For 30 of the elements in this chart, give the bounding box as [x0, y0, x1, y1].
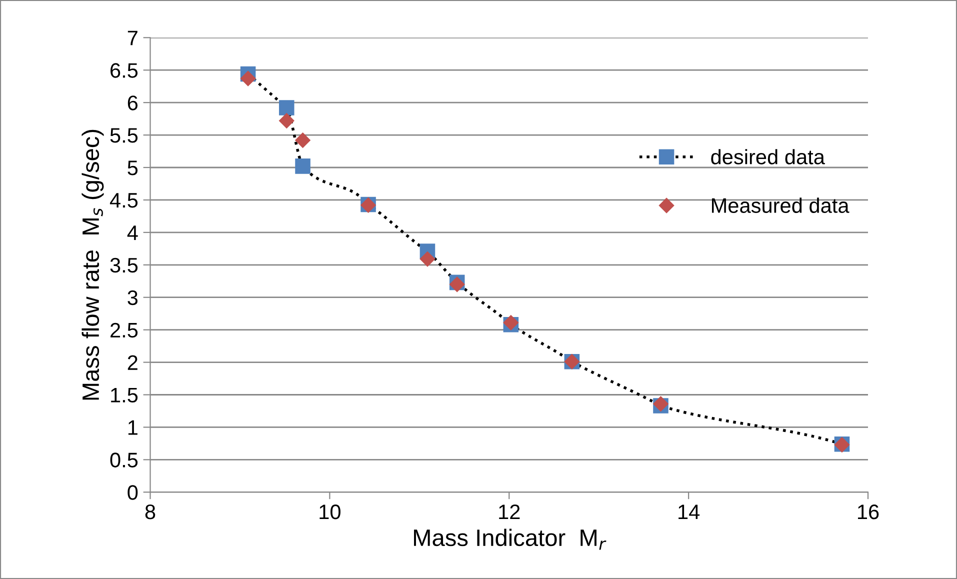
point [240, 70, 256, 86]
x-tick-label: 10 [320, 504, 340, 520]
x-tick-label: 16 [858, 504, 879, 520]
x-tick-label: 8 [145, 504, 156, 520]
point [295, 158, 310, 174]
y-tick-label: 1.5 [111, 388, 138, 403]
point [295, 132, 310, 148]
y-tick-label: 4.5 [110, 193, 138, 208]
y-axis-title: Mass flow rate M$_{s}$ (g/sec) [82, 130, 104, 400]
x-axis-title: Mass Indicator M$_{r}$ [414, 528, 606, 550]
y-tick-label: 2 [128, 355, 138, 370]
y-tick-label: 7 [128, 30, 138, 46]
y-tick-label: 5 [128, 160, 138, 176]
y-tick-label: 1 [128, 420, 138, 435]
y-tick-label: 3.5 [110, 258, 138, 273]
y-tick-label: 6 [128, 96, 138, 110]
y-tick-label: 5.5 [110, 128, 138, 143]
point [420, 251, 436, 267]
y-tick-label: 3 [128, 290, 138, 306]
x-tick-label: 14 [678, 504, 700, 520]
x-tick-label: 12 [499, 504, 520, 520]
y-tick-label: 0 [128, 485, 138, 500]
legend-label: desired data [711, 149, 825, 164]
legend-label: Measured data [712, 198, 850, 213]
y-tick-label: 4 [127, 226, 138, 240]
point [279, 113, 294, 128]
y-tick-label: 2.5 [110, 322, 138, 338]
point [278, 100, 294, 116]
y-tick-label: 0.5 [110, 452, 138, 468]
y-tick-label: 6.5 [110, 63, 138, 78]
